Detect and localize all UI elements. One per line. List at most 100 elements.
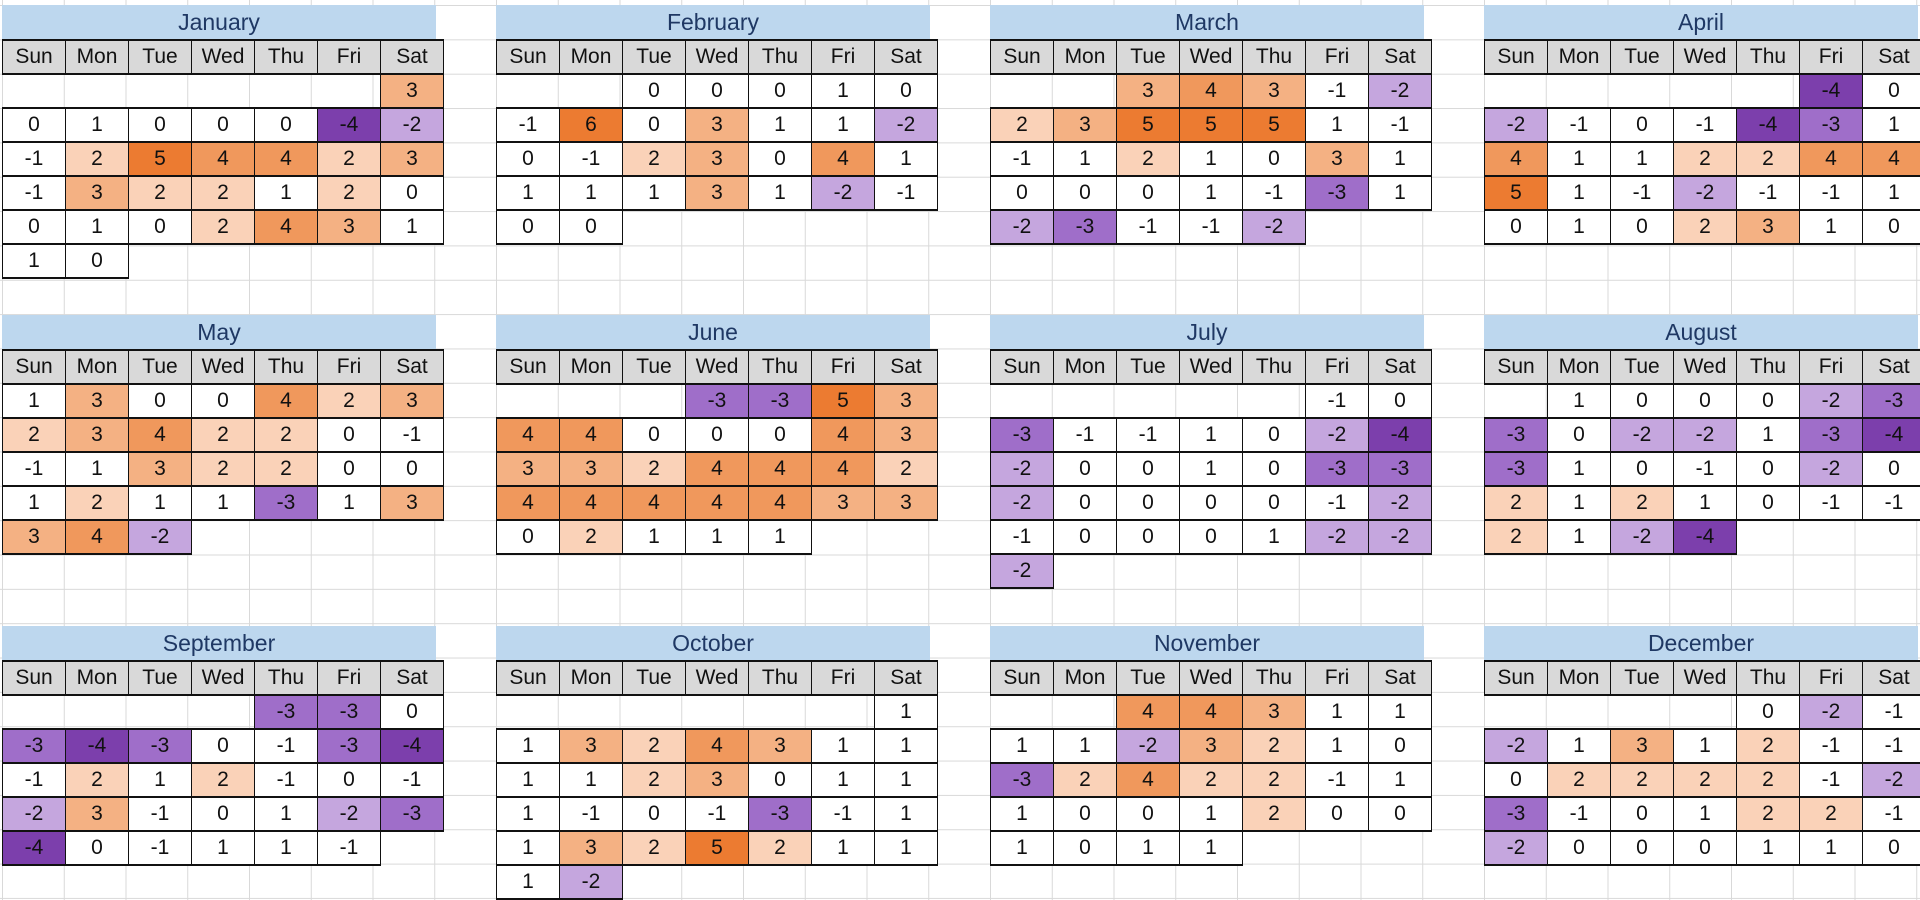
day-cell[interactable]: 5 [686, 831, 749, 865]
day-cell[interactable]: 0 [560, 210, 623, 244]
day-cell[interactable]: 1 [812, 831, 875, 865]
day-cell[interactable]: -1 [1800, 763, 1863, 797]
day-cell[interactable]: -2 [381, 108, 444, 142]
day-cell[interactable]: 1 [686, 520, 749, 554]
day-cell[interactable]: -3 [1054, 210, 1117, 244]
day-cell[interactable]: 4 [686, 486, 749, 520]
day-cell[interactable]: 1 [1306, 729, 1369, 763]
day-cell[interactable]: 1 [497, 176, 560, 210]
day-cell[interactable]: 1 [1180, 142, 1243, 176]
day-cell[interactable]: 5 [1117, 108, 1180, 142]
day-cell[interactable]: -3 [1306, 176, 1369, 210]
day-cell[interactable]: 3 [812, 486, 875, 520]
day-cell[interactable]: 1 [560, 176, 623, 210]
day-cell[interactable]: 0 [318, 763, 381, 797]
day-cell[interactable]: -2 [1863, 763, 1920, 797]
day-cell[interactable]: -3 [1485, 452, 1548, 486]
day-cell[interactable]: -4 [1674, 520, 1737, 554]
day-cell[interactable]: 3 [560, 831, 623, 865]
day-cell[interactable]: 4 [812, 452, 875, 486]
day-cell[interactable]: 2 [66, 142, 129, 176]
day-cell[interactable]: 2 [623, 831, 686, 865]
day-cell[interactable]: 1 [1180, 452, 1243, 486]
day-cell[interactable]: 2 [318, 384, 381, 418]
day-cell[interactable]: -2 [1306, 418, 1369, 452]
day-cell[interactable]: 0 [1054, 176, 1117, 210]
day-cell[interactable]: 0 [1548, 831, 1611, 865]
day-cell[interactable]: 3 [381, 74, 444, 108]
day-cell[interactable]: 0 [1737, 486, 1800, 520]
day-cell[interactable]: 3 [66, 418, 129, 452]
day-cell[interactable]: 0 [1548, 418, 1611, 452]
day-cell[interactable]: 1 [875, 831, 938, 865]
day-cell[interactable]: -1 [3, 763, 66, 797]
day-cell[interactable]: -2 [318, 797, 381, 831]
day-cell[interactable]: 0 [192, 384, 255, 418]
day-cell[interactable]: 2 [192, 452, 255, 486]
day-cell[interactable]: 1 [1180, 831, 1243, 865]
day-cell[interactable]: 0 [991, 176, 1054, 210]
day-cell[interactable]: 0 [686, 418, 749, 452]
day-cell[interactable]: -2 [1674, 176, 1737, 210]
day-cell[interactable]: 0 [1674, 384, 1737, 418]
day-cell[interactable]: -4 [1863, 418, 1920, 452]
day-cell[interactable]: -3 [255, 695, 318, 729]
day-cell[interactable]: 0 [623, 797, 686, 831]
day-cell[interactable]: -2 [1800, 384, 1863, 418]
day-cell[interactable]: 4 [749, 486, 812, 520]
day-cell[interactable]: 0 [192, 108, 255, 142]
day-cell[interactable]: 1 [1611, 142, 1674, 176]
day-cell[interactable]: 1 [1737, 831, 1800, 865]
day-cell[interactable]: 3 [318, 210, 381, 244]
day-cell[interactable]: 1 [1306, 695, 1369, 729]
day-cell[interactable]: 1 [1243, 520, 1306, 554]
day-cell[interactable]: 1 [1863, 108, 1920, 142]
day-cell[interactable]: 0 [129, 210, 192, 244]
day-cell[interactable]: 0 [66, 244, 129, 278]
day-cell[interactable]: 4 [623, 486, 686, 520]
day-cell[interactable]: 0 [749, 142, 812, 176]
day-cell[interactable]: 1 [497, 865, 560, 899]
day-cell[interactable]: 0 [1243, 486, 1306, 520]
day-cell[interactable]: 2 [3, 418, 66, 452]
day-cell[interactable]: 1 [66, 108, 129, 142]
day-cell[interactable]: 0 [1369, 729, 1432, 763]
day-cell[interactable]: 4 [686, 729, 749, 763]
day-cell[interactable]: 5 [1485, 176, 1548, 210]
day-cell[interactable]: 1 [1369, 763, 1432, 797]
day-cell[interactable]: 0 [255, 108, 318, 142]
day-cell[interactable]: -1 [875, 176, 938, 210]
day-cell[interactable]: -2 [1369, 74, 1432, 108]
day-cell[interactable]: 1 [497, 729, 560, 763]
day-cell[interactable]: 3 [686, 108, 749, 142]
day-cell[interactable]: 3 [875, 384, 938, 418]
day-cell[interactable]: 1 [3, 486, 66, 520]
day-cell[interactable]: -1 [686, 797, 749, 831]
day-cell[interactable]: -2 [991, 486, 1054, 520]
day-cell[interactable]: -1 [1863, 695, 1920, 729]
day-cell[interactable]: -1 [1611, 176, 1674, 210]
day-cell[interactable]: 0 [3, 108, 66, 142]
day-cell[interactable]: 3 [3, 520, 66, 554]
day-cell[interactable]: 1 [875, 797, 938, 831]
day-cell[interactable]: -1 [1117, 418, 1180, 452]
day-cell[interactable]: -1 [1306, 74, 1369, 108]
day-cell[interactable]: 2 [1548, 763, 1611, 797]
day-cell[interactable]: 4 [497, 418, 560, 452]
day-cell[interactable]: 2 [1243, 797, 1306, 831]
day-cell[interactable]: 1 [749, 176, 812, 210]
day-cell[interactable]: 4 [255, 210, 318, 244]
day-cell[interactable]: 1 [497, 831, 560, 865]
day-cell[interactable]: -2 [1800, 452, 1863, 486]
day-cell[interactable]: 2 [1737, 729, 1800, 763]
day-cell[interactable]: 2 [1485, 520, 1548, 554]
day-cell[interactable]: -2 [875, 108, 938, 142]
day-cell[interactable]: 2 [875, 452, 938, 486]
day-cell[interactable]: 0 [1485, 763, 1548, 797]
day-cell[interactable]: -4 [1800, 74, 1863, 108]
day-cell[interactable]: 1 [255, 176, 318, 210]
day-cell[interactable]: 0 [1611, 831, 1674, 865]
day-cell[interactable]: 0 [1243, 452, 1306, 486]
day-cell[interactable]: 3 [560, 452, 623, 486]
day-cell[interactable]: -2 [1369, 486, 1432, 520]
